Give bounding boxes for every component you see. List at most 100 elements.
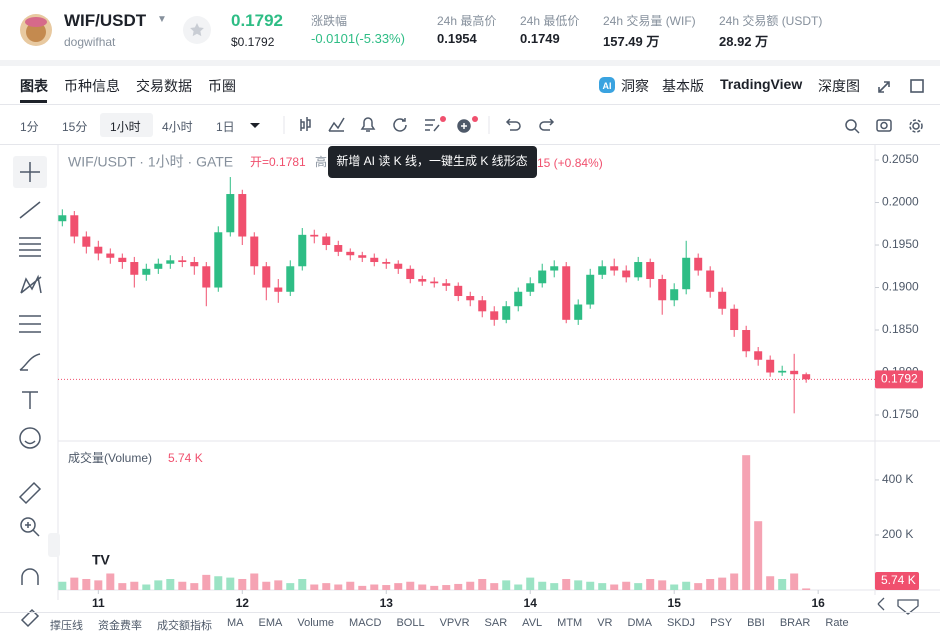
volume-bar [754,521,763,590]
stat-value: 28.92 万 [719,34,769,49]
volume-value: 5.74 K [168,451,203,465]
symbol-dropdown[interactable]: ▼ [157,14,167,25]
tooltip: 新增 AI 读 K 线，一键生成 K 线形态 [336,153,527,168]
tab[interactable]: 交易数据 [136,78,192,94]
indicator[interactable]: 资金费率 [98,620,142,632]
candle-body [274,287,283,292]
candle-body [106,253,115,258]
candle-body [562,266,571,320]
candle-body [742,330,751,352]
indicator[interactable]: MTM [557,617,583,629]
volume-bar [646,578,655,590]
indicator[interactable]: AVL [522,617,543,629]
volume-bar [346,581,355,590]
view-tab[interactable]: 洞察 [621,78,649,94]
scroll-left[interactable] [877,597,885,611]
volume-bar [382,585,391,590]
candle-body [430,281,439,284]
volume-bar [286,583,295,590]
tab[interactable]: 币圈 [208,78,236,94]
last-price: 0.1792 [231,11,283,30]
toolbar-icons[interactable] [0,110,940,140]
candle-body [202,266,211,288]
legend-value: 高 [315,154,327,169]
indicator[interactable]: 撑压线 [50,620,83,632]
volume-bar [238,578,247,590]
indicator[interactable]: SKDJ [666,617,696,629]
indicator[interactable]: Volume [297,617,335,629]
candle-body [502,306,511,320]
candle-body [706,270,715,292]
collapse-button[interactable] [48,533,60,557]
tab[interactable]: 币种信息 [64,78,120,94]
candle-body [442,283,451,286]
interval[interactable]: 4小时 [162,120,193,134]
indicator[interactable]: DMA [627,617,652,629]
candle-body [490,311,499,320]
candle-body [238,194,247,237]
candle-body [634,262,643,278]
volume-bar [94,580,103,590]
y-tick-label: 200 K [882,527,913,541]
volume-bar [466,581,475,590]
candle-body [526,283,535,292]
indicator[interactable]: 成交额指标 [157,620,212,632]
indicator[interactable]: BBI [747,617,765,629]
candle-body [70,215,79,237]
indicator[interactable]: EMA [258,617,283,629]
indicator[interactable]: MACD [349,617,382,629]
indicator[interactable]: MA [227,617,244,629]
stat-label: 涨跌幅 [311,14,348,28]
volume-bar [70,577,79,590]
candle-body [790,370,799,375]
symbol[interactable]: WIF/USDT [64,11,147,30]
settings-icon[interactable] [897,599,919,615]
interval[interactable]: 1小时 [110,120,141,134]
volume-bar [490,583,499,590]
interval[interactable]: 1分 [20,120,39,134]
plot: 0.20500.20000.19500.19000.18500.18000.17… [58,152,923,610]
volume-bar [406,581,415,590]
volume-bar [742,455,751,590]
indicator[interactable]: SAR [484,617,508,629]
interval[interactable]: 15分 [62,120,88,134]
x-tick-label: 15 [668,596,682,610]
indicator[interactable]: Rate [825,617,849,629]
y-tick-label: 0.1850 [882,322,919,336]
candle-body [754,351,763,360]
candle-body [358,255,367,258]
window-icons[interactable] [876,77,936,95]
indicator[interactable]: VPVR [439,617,470,629]
candle-body [694,257,703,271]
view-tab[interactable]: 基本版 [662,78,704,94]
volume-bar [574,580,583,590]
candle-body [802,374,811,380]
volume-bar [454,583,463,590]
candle-body [574,304,583,320]
candle-body [658,279,667,301]
view-tab[interactable]: TradingView [720,76,803,92]
volume-bar [178,581,187,590]
drawing-tools[interactable] [18,162,42,628]
candle-body [778,370,787,373]
indicator-bar: 撑压线 资金费率 成交额指标 MA EMA Volume MACD BOLL VPVR SAR AV… [50,617,849,633]
indicator[interactable]: BOLL [396,617,425,629]
view-tab[interactable]: 深度图 [818,78,860,94]
candle-body [346,251,355,256]
indicator[interactable]: BRAR [779,617,811,629]
candle-body [370,257,379,263]
candle-body [250,236,259,267]
candle-body [298,234,307,267]
indicator[interactable]: PSY [710,617,733,629]
candle-body [154,263,163,269]
favorite-button[interactable] [182,15,212,45]
volume-bar [298,578,307,590]
volume-bar [682,581,691,590]
interval[interactable]: 1日 [216,120,235,134]
indicator[interactable]: VR [597,617,613,629]
candle-body [478,300,487,312]
tab[interactable]: 图表 [20,78,48,94]
header: WIF/USDT ▼ dogwifhat 0.1792 $0.1792 涨跌幅 … [0,0,940,60]
volume-bar [226,577,235,590]
